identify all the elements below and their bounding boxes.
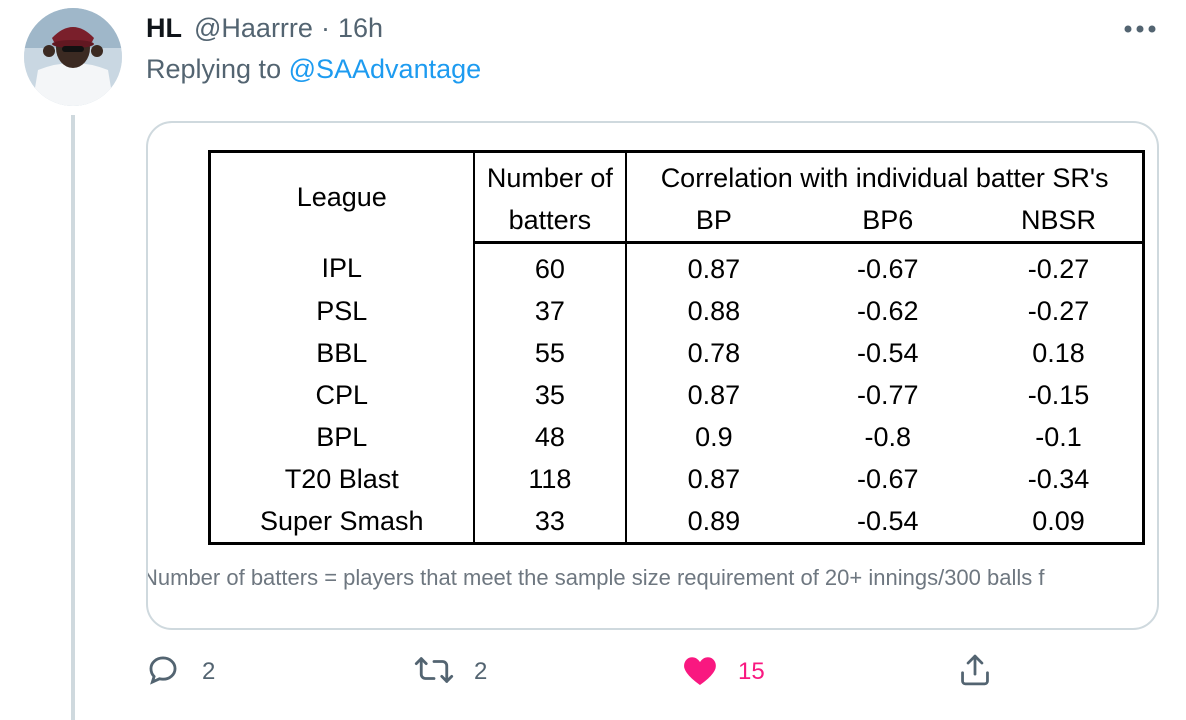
cell-nbsr: -0.27 [1027, 295, 1090, 326]
table-row: Super Smash 33 0.89 -0.54 0.09 [209, 500, 1144, 544]
cell-nbsr: -0.1 [1035, 421, 1082, 452]
cell-league: BPL [209, 416, 475, 458]
reply-icon [146, 653, 180, 692]
header-correlation-group: Correlation with individual batter SR's [660, 162, 1109, 193]
media-card[interactable]: League Number of Correlation with indivi… [146, 121, 1159, 630]
header-nbsr: NBSR [974, 199, 1144, 244]
cell-bp: 0.87 [687, 379, 741, 410]
replying-prefix: Replying to [146, 54, 282, 84]
table-row: BPL 48 0.9 -0.8 -0.1 [209, 416, 1144, 458]
header-league: League [209, 151, 475, 243]
more-icon[interactable] [1120, 16, 1160, 42]
retweet-button[interactable]: 2 [414, 652, 487, 692]
table-caption: Number of batters = players that meet th… [146, 565, 1045, 590]
cell-bp: 0.87 [687, 463, 741, 494]
cell-nbsr: -0.15 [1027, 379, 1090, 410]
cell-bp6: -0.54 [856, 505, 919, 536]
like-button[interactable]: 15 [682, 652, 765, 692]
replying-mention[interactable]: @SAAdvantage [288, 54, 482, 84]
cell-league: T20 Blast [209, 458, 475, 500]
replying-to: Replying to @SAAdvantage [146, 54, 481, 85]
table-row: CPL 35 0.87 -0.77 -0.15 [209, 374, 1144, 416]
cell-bp6: -0.67 [856, 253, 919, 284]
header-batters-line2: batters [473, 199, 628, 244]
cell-bp: 0.89 [687, 505, 741, 536]
action-bar: 2 2 15 [146, 652, 1006, 692]
cell-batters: 35 [473, 374, 628, 416]
cell-league: BBL [209, 332, 475, 374]
cell-bp: 0.88 [687, 295, 741, 326]
header-batters-line1: Number of [473, 151, 628, 199]
header-bp: BP [626, 199, 801, 244]
cell-batters: 55 [473, 332, 628, 374]
retweet-icon [414, 653, 454, 692]
cell-nbsr: 0.18 [1032, 337, 1085, 368]
cell-batters: 60 [473, 242, 628, 290]
reply-button[interactable]: 2 [146, 652, 215, 692]
table-row: BBL 55 0.78 -0.54 0.18 [209, 332, 1144, 374]
like-icon [682, 653, 718, 692]
stats-table: League Number of Correlation with indivi… [208, 150, 1145, 545]
cell-batters: 33 [473, 500, 628, 544]
cell-bp: 0.87 [687, 253, 741, 284]
cell-league: IPL [209, 242, 475, 290]
cell-batters: 118 [473, 458, 628, 500]
timestamp[interactable]: 16h [337, 12, 383, 43]
author-handle[interactable]: @Haarrre [194, 12, 313, 43]
cell-bp6: -0.77 [856, 379, 919, 410]
author-name[interactable]: HL [146, 12, 182, 43]
avatar-image [24, 8, 122, 106]
cell-nbsr: -0.34 [1027, 463, 1090, 494]
separator: · [320, 12, 330, 43]
cell-league: CPL [209, 374, 475, 416]
cell-batters: 48 [473, 416, 628, 458]
table-row: PSL 37 0.88 -0.62 -0.27 [209, 290, 1144, 332]
reply-count: 2 [202, 658, 216, 685]
cell-bp: 0.78 [687, 337, 741, 368]
like-count: 15 [738, 658, 765, 685]
thread-line [71, 115, 75, 720]
header-bp6: BP6 [800, 199, 975, 244]
cell-league: PSL [209, 290, 475, 332]
cell-batters: 37 [473, 290, 628, 332]
cell-bp6: -0.62 [856, 295, 919, 326]
cell-bp6: -0.8 [864, 421, 912, 452]
cell-bp: 0.9 [695, 421, 733, 452]
avatar[interactable] [24, 8, 122, 106]
table-row: T20 Blast 118 0.87 -0.67 -0.34 [209, 458, 1144, 500]
share-button[interactable] [958, 652, 992, 692]
share-icon [958, 652, 992, 693]
cell-nbsr: -0.27 [1027, 253, 1090, 284]
cell-bp6: -0.67 [856, 463, 919, 494]
retweet-count: 2 [474, 658, 488, 685]
tweet-header: HL @Haarrre · 16h [146, 10, 383, 46]
cell-bp6: -0.54 [856, 337, 919, 368]
table-row: IPL 60 0.87 -0.67 -0.27 [209, 242, 1144, 290]
cell-nbsr: 0.09 [1032, 505, 1085, 536]
cell-league: Super Smash [209, 500, 475, 544]
